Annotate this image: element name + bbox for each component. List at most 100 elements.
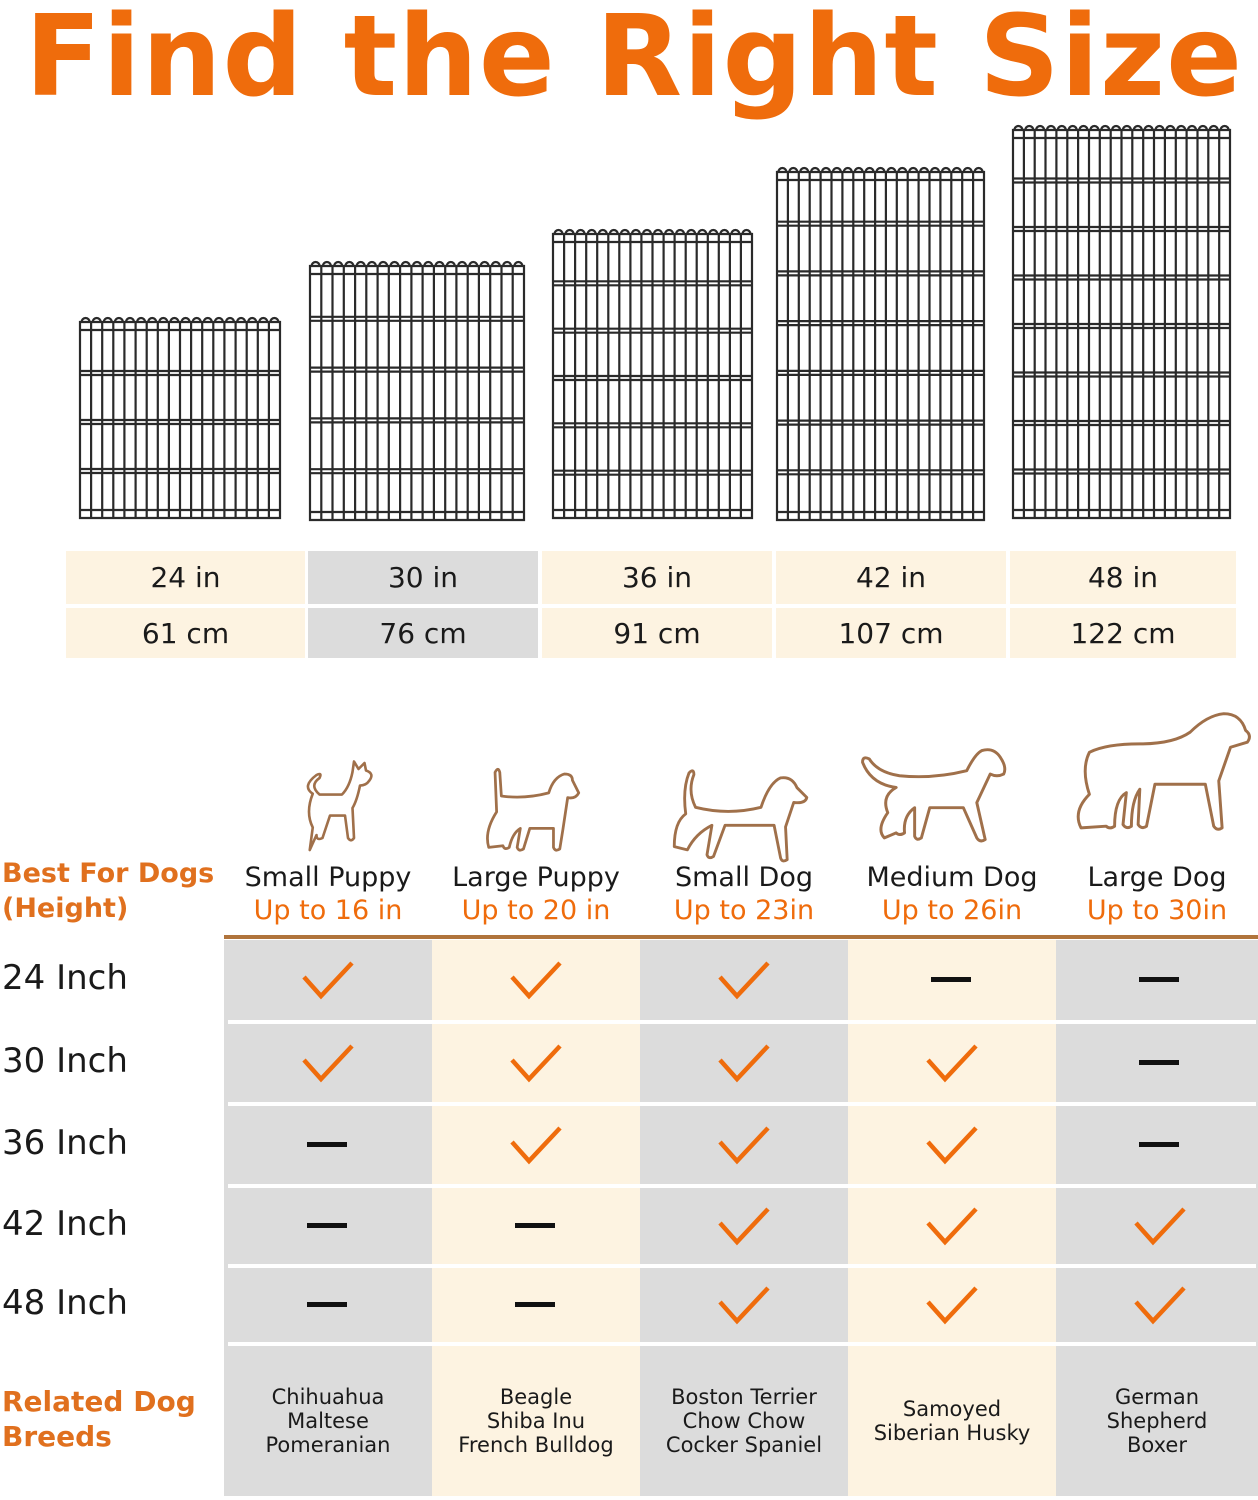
related-label-line1: Related Dog — [2, 1385, 196, 1418]
dog-category-label: Large Puppy Up to 20 in — [432, 861, 640, 927]
breed-name: Cocker Spaniel — [665, 1433, 823, 1457]
check-icon — [640, 1106, 848, 1184]
header-divider — [224, 935, 1258, 939]
row-divider — [228, 1184, 1256, 1188]
row-label: 36 Inch — [2, 1123, 128, 1163]
related-breeds-cell: Samoyed Siberian Husky — [848, 1346, 1056, 1496]
size-inch-cell: 24 in — [66, 551, 305, 604]
breed-name: Boxer — [1127, 1433, 1187, 1457]
dog-height-limit: Up to 23in — [673, 895, 815, 926]
breed-name: Chow Chow — [682, 1409, 806, 1433]
breed-name: Pomeranian — [265, 1433, 391, 1457]
size-inch-cell: 36 in — [542, 551, 772, 604]
best-for-label-line1: Best For Dogs — [2, 858, 215, 889]
check-icon — [432, 940, 640, 1020]
check-icon — [1056, 1188, 1258, 1264]
dash-icon — [432, 1268, 640, 1342]
dog-category-label: Small Dog Up to 23in — [640, 861, 848, 927]
size-cm-cell: 91 cm — [542, 608, 772, 658]
dash-icon — [224, 1106, 432, 1184]
dash-icon — [224, 1188, 432, 1264]
dog-height-limit: Up to 20 in — [461, 895, 611, 926]
page-title: Find the Right Size — [24, 0, 1244, 122]
breed-name: Boston Terrier — [671, 1385, 817, 1409]
size-inch-cell: 48 in — [1010, 551, 1236, 604]
check-icon — [224, 940, 432, 1020]
dog-category-label: Large Dog Up to 30in — [1053, 861, 1258, 927]
breed-name: Shiba Inu — [486, 1409, 586, 1433]
breed-name: Beagle — [499, 1385, 573, 1409]
terrier-outline-icon — [486, 767, 581, 852]
related-breeds-cell: Boston Terrier Chow Chow Cocker Spaniel — [640, 1346, 848, 1496]
breed-name: German — [1114, 1385, 1200, 1409]
breed-name: Chihuahua — [271, 1385, 385, 1409]
mastiff-outline-icon — [1076, 712, 1251, 831]
dash-icon — [1056, 940, 1258, 1020]
dog-height-limit: Up to 16 in — [253, 895, 403, 926]
dog-category-name: Small Puppy — [244, 862, 412, 893]
check-icon — [640, 1024, 848, 1102]
matrix-column-bg — [1056, 940, 1258, 1496]
check-icon — [640, 940, 848, 1020]
dash-icon — [224, 1268, 432, 1342]
check-icon — [432, 1106, 640, 1184]
row-divider — [228, 1264, 1256, 1268]
matrix-column-bg — [848, 940, 1056, 1496]
dash-icon — [1056, 1106, 1258, 1184]
best-for-label-line2: (Height) — [2, 893, 129, 924]
dash-icon — [848, 940, 1056, 1020]
playpen-panel-2 — [308, 260, 526, 522]
row-divider — [228, 1020, 1256, 1024]
check-icon — [640, 1188, 848, 1264]
breed-name: French Bulldog — [458, 1433, 614, 1457]
chihuahua-outline-icon — [306, 760, 373, 852]
check-icon — [1056, 1268, 1258, 1342]
related-breeds-cell: German Shepherd Boxer — [1056, 1346, 1258, 1496]
check-icon — [848, 1188, 1056, 1264]
dog-height-limit: Up to 30in — [1086, 895, 1228, 926]
playpen-size-images — [78, 124, 1232, 522]
row-label: 24 Inch — [2, 958, 128, 998]
dog-category-label: Medium Dog Up to 26in — [848, 861, 1056, 927]
breed-name: Maltese — [287, 1409, 369, 1433]
husky-outline-icon — [861, 748, 1007, 843]
playpen-panel-1 — [78, 316, 282, 520]
dash-icon — [432, 1188, 640, 1264]
related-breeds-cell: Beagle Shiba Inu French Bulldog — [432, 1346, 640, 1496]
breed-name: Siberian Husky — [873, 1421, 1031, 1445]
dog-category-name: Small Dog — [674, 862, 814, 893]
check-icon — [224, 1024, 432, 1102]
breed-name: Samoyed — [902, 1397, 1002, 1421]
matrix-column-bg — [432, 940, 640, 1496]
row-divider — [228, 1102, 1256, 1106]
matrix-column-bg — [640, 940, 848, 1496]
size-cm-cell: 76 cm — [308, 608, 538, 658]
playpen-panel-4 — [775, 166, 986, 522]
playpen-panel-5 — [1011, 124, 1232, 520]
size-cm-cell: 122 cm — [1010, 608, 1236, 658]
check-icon — [640, 1268, 848, 1342]
row-divider — [228, 1342, 1256, 1346]
row-label: 48 Inch — [2, 1283, 128, 1323]
size-cm-cell: 107 cm — [776, 608, 1006, 658]
related-label-line2: Breeds — [2, 1420, 112, 1453]
dog-category-name: Large Dog — [1087, 862, 1227, 893]
dash-icon — [1056, 1024, 1258, 1102]
row-label: 30 Inch — [2, 1041, 128, 1081]
related-breeds-cell: Chihuahua Maltese Pomeranian — [224, 1346, 432, 1496]
dog-category-name: Large Puppy — [452, 862, 620, 893]
size-cm-cell: 61 cm — [66, 608, 305, 658]
row-label: 42 Inch — [2, 1204, 128, 1244]
beagle-outline-icon — [672, 769, 809, 863]
dog-category-label: Small Puppy Up to 16 in — [224, 861, 432, 927]
size-inch-cell: 42 in — [776, 551, 1006, 604]
matrix-column-bg — [224, 940, 432, 1496]
best-for-label: Best For Dogs (Height) — [2, 856, 214, 926]
check-icon — [432, 1024, 640, 1102]
check-icon — [848, 1024, 1056, 1102]
related-breeds-label: Related Dog Breeds — [2, 1384, 196, 1454]
dog-category-name: Medium Dog — [866, 862, 1038, 893]
size-inch-cell: 30 in — [308, 551, 538, 604]
check-icon — [848, 1268, 1056, 1342]
check-icon — [848, 1106, 1056, 1184]
